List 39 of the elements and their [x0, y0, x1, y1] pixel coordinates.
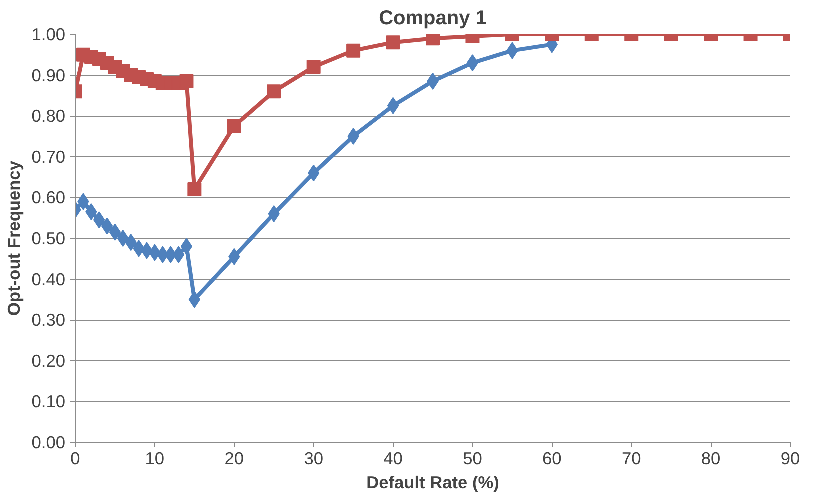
point: [386, 36, 400, 50]
y-tick-label: 1.00: [32, 24, 66, 44]
x-tick-label: 0: [70, 448, 80, 468]
y-tick-label: 0.40: [32, 269, 66, 290]
x-axis-title: Default Rate (%): [366, 472, 500, 492]
x-tick-label: 40: [384, 448, 403, 468]
x-tick-label: 80: [701, 448, 721, 468]
point: [188, 182, 202, 197]
point: [267, 84, 282, 99]
y-axis-title: Opt-out Frequency: [4, 160, 24, 316]
x-tick-label: 50: [463, 448, 482, 468]
x-tick-label: 20: [224, 448, 244, 468]
point: [109, 224, 122, 241]
point: [306, 60, 321, 74]
y-tick-label: 0.60: [32, 188, 66, 208]
point: [101, 218, 114, 235]
y-tick-label: 0.20: [32, 350, 66, 371]
chart-title: Company 1: [379, 8, 487, 30]
point: [387, 97, 400, 114]
y-tick-label: 0.10: [32, 392, 66, 412]
y-tick-label: 0.00: [32, 432, 66, 452]
point: [180, 238, 193, 256]
y-tick-label: 0.70: [32, 146, 66, 167]
point: [227, 119, 242, 134]
point: [466, 54, 479, 72]
point: [180, 74, 194, 88]
x-tick-label: 90: [780, 448, 800, 468]
x-tick-label: 70: [622, 448, 642, 468]
y-tick-label: 0.80: [32, 106, 66, 126]
point: [172, 246, 185, 264]
point: [117, 230, 129, 247]
x-tick-label: 30: [304, 448, 324, 468]
x-tick-label: 60: [542, 448, 562, 468]
x-tick-label: 10: [145, 448, 165, 468]
point: [346, 44, 361, 58]
y-tick-label: 0.50: [32, 228, 66, 248]
point: [348, 128, 360, 145]
y-tick-label: 0.90: [32, 65, 66, 86]
y-tick-label: 0.30: [32, 310, 66, 330]
